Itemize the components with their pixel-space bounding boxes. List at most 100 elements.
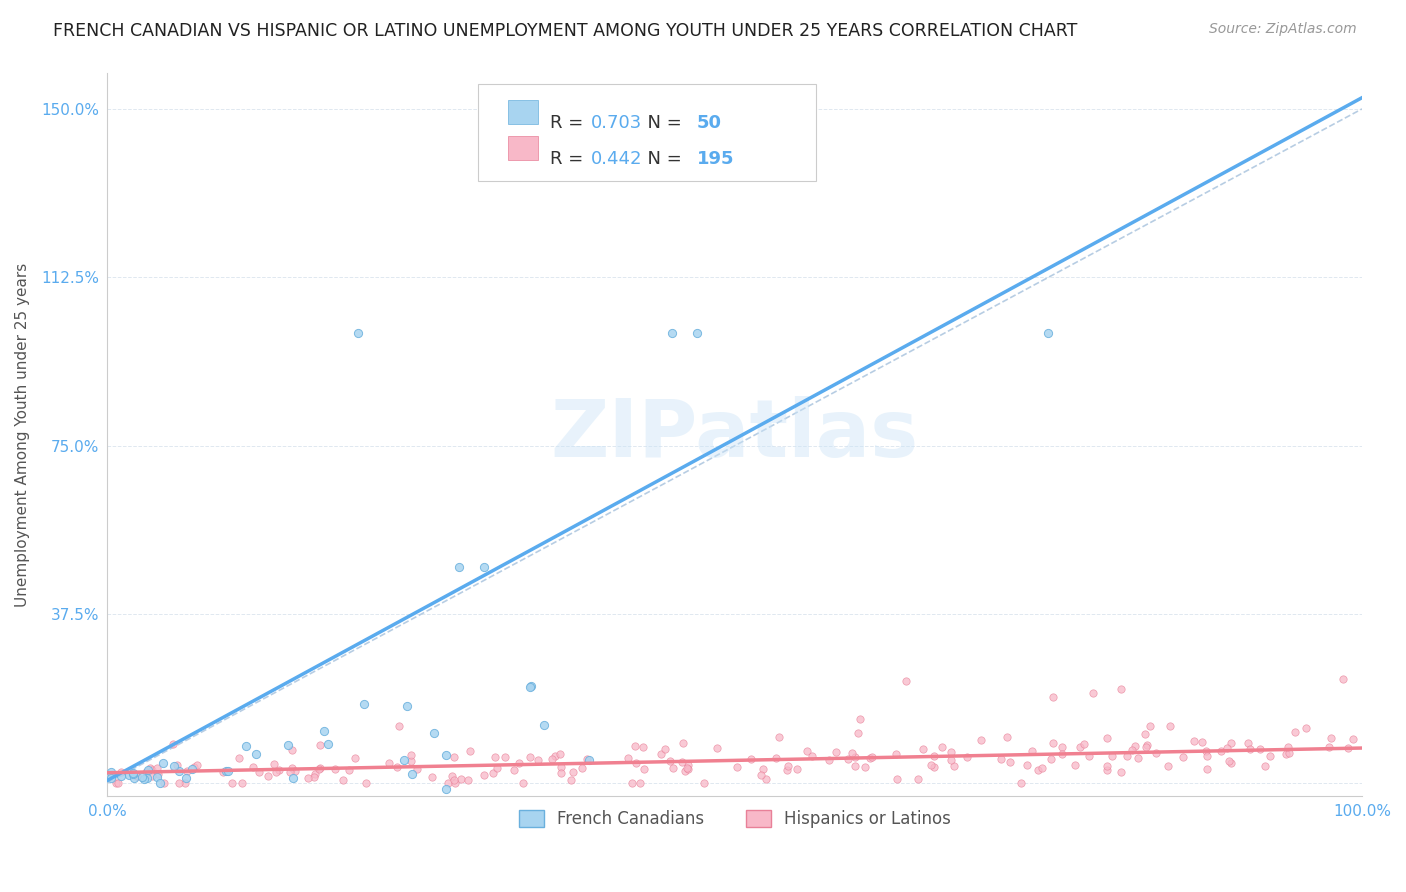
Point — [844, 749, 866, 764]
Point — [768, 731, 790, 745]
Point — [623, 739, 645, 753]
Point — [620, 775, 643, 789]
Point — [277, 738, 299, 752]
Point — [912, 742, 935, 756]
Point — [844, 759, 866, 773]
Point — [576, 752, 599, 766]
Point — [176, 771, 198, 785]
Point — [297, 771, 319, 785]
Point — [503, 764, 526, 778]
Point — [939, 745, 962, 759]
Point — [886, 747, 908, 762]
Point — [617, 751, 640, 765]
Point — [344, 751, 367, 765]
Point — [131, 770, 153, 784]
Point — [1159, 719, 1181, 733]
Point — [420, 770, 443, 784]
Text: 0.442: 0.442 — [591, 151, 643, 169]
Point — [105, 775, 128, 789]
Point — [1333, 672, 1355, 686]
Point — [1295, 721, 1317, 735]
Point — [125, 770, 148, 784]
Point — [444, 775, 467, 789]
Point — [853, 759, 876, 773]
Point — [434, 747, 457, 762]
Point — [1026, 763, 1049, 777]
Point — [1116, 748, 1139, 763]
Point — [399, 754, 422, 768]
Point — [437, 775, 460, 789]
Point — [1031, 761, 1053, 775]
Point — [396, 698, 419, 713]
Point — [323, 762, 346, 776]
Point — [628, 775, 651, 789]
Point — [308, 762, 330, 776]
Point — [152, 775, 174, 789]
Point — [1341, 732, 1364, 747]
Point — [693, 775, 716, 789]
Point — [183, 759, 205, 773]
Point — [740, 752, 762, 766]
Point — [472, 560, 495, 574]
Point — [1123, 739, 1146, 753]
Point — [1109, 764, 1132, 779]
Point — [519, 749, 541, 764]
Point — [353, 698, 375, 712]
Point — [1097, 759, 1119, 773]
Point — [132, 772, 155, 786]
Point — [245, 747, 267, 762]
Point — [508, 756, 530, 771]
Point — [924, 760, 946, 774]
Point — [786, 762, 808, 776]
Point — [849, 712, 872, 726]
Point — [263, 756, 285, 771]
Point — [110, 765, 132, 780]
Point — [1337, 741, 1360, 756]
Point — [886, 772, 908, 786]
Point — [118, 768, 141, 782]
Point — [860, 749, 883, 764]
Point — [447, 560, 470, 574]
Point — [1015, 758, 1038, 772]
Point — [107, 775, 129, 789]
Point — [309, 738, 332, 752]
Point — [1109, 682, 1132, 697]
Point — [146, 761, 169, 775]
Point — [1077, 748, 1099, 763]
Point — [725, 760, 748, 774]
Point — [281, 743, 304, 757]
Point — [956, 750, 979, 764]
Point — [1195, 744, 1218, 758]
Point — [281, 761, 304, 775]
Point — [841, 746, 863, 760]
Point — [308, 761, 330, 775]
Point — [571, 761, 593, 775]
Point — [221, 775, 243, 789]
Point — [672, 736, 695, 750]
Y-axis label: Unemployment Among Youth under 25 years: Unemployment Among Youth under 25 years — [15, 262, 30, 607]
Point — [354, 775, 377, 789]
Text: N =: N = — [636, 151, 688, 169]
Point — [110, 769, 132, 783]
Point — [550, 765, 572, 780]
Point — [1317, 739, 1340, 754]
Text: 0.703: 0.703 — [591, 114, 641, 132]
Point — [388, 718, 411, 732]
Point — [631, 740, 654, 755]
Point — [817, 753, 839, 767]
Point — [1191, 735, 1213, 749]
Point — [485, 761, 508, 775]
Point — [1197, 749, 1219, 764]
Point — [755, 772, 778, 786]
Point — [121, 766, 143, 780]
Point — [671, 755, 693, 769]
Point — [460, 744, 482, 758]
Point — [1039, 752, 1062, 766]
Point — [405, 762, 427, 776]
Point — [673, 764, 696, 779]
Text: N =: N = — [636, 114, 688, 132]
Text: 50: 50 — [697, 114, 723, 132]
Point — [1144, 746, 1167, 760]
Point — [136, 764, 159, 778]
Point — [1182, 733, 1205, 747]
